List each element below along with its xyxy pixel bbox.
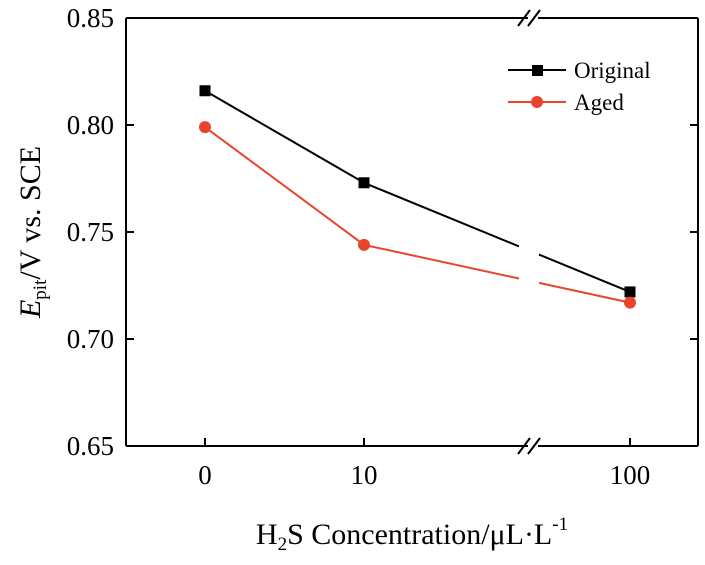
x-tick-label: 0: [198, 460, 212, 490]
x-tick-label: 100: [610, 460, 651, 490]
y-tick-label: 0.75: [67, 217, 114, 247]
series-line-segment: [538, 281, 631, 304]
data-point-square: [624, 286, 636, 298]
series-original: [199, 85, 636, 298]
series-line-segment: [538, 253, 631, 293]
series-line-segment: [363, 181, 520, 248]
legend-marker-circle: [531, 96, 543, 108]
series-line-segment: [204, 89, 365, 184]
series-line-segment: [363, 243, 520, 280]
legend-entry-aged: Aged: [508, 90, 624, 115]
axis-break-top: [517, 9, 541, 27]
series-layer: [199, 85, 636, 309]
series-aged: [199, 121, 636, 309]
x-axis-title: H2S Concentration/μL·L-1: [256, 514, 568, 555]
data-point-circle: [624, 296, 636, 309]
y-tick-label: 0.70: [67, 324, 114, 354]
data-point-square: [199, 85, 211, 97]
legend-label-aged: Aged: [574, 90, 624, 115]
y-axis-ticks: 0.65 0.70 0.75 0.80 0.85: [67, 3, 698, 461]
y-tick-label: 0.65: [67, 431, 114, 461]
legend-marker-square: [532, 65, 543, 76]
data-point-circle: [358, 238, 370, 251]
plot-frame: [125, 17, 699, 447]
legend-label-original: Original: [574, 58, 651, 83]
legend: Original Aged: [508, 58, 651, 115]
y-axis-title: Epit/V vs. SCE: [14, 146, 51, 319]
x-tick-label: 10: [351, 460, 378, 490]
legend-entry-original: Original: [508, 58, 651, 83]
series-line-segment: [204, 126, 365, 246]
data-point-circle: [199, 121, 211, 134]
axis-break-bottom: [517, 437, 541, 455]
x-axis-ticks: 0 10 100: [198, 438, 650, 490]
y-tick-label: 0.85: [67, 3, 114, 33]
data-point-square: [358, 177, 370, 189]
y-tick-label: 0.80: [67, 110, 114, 140]
